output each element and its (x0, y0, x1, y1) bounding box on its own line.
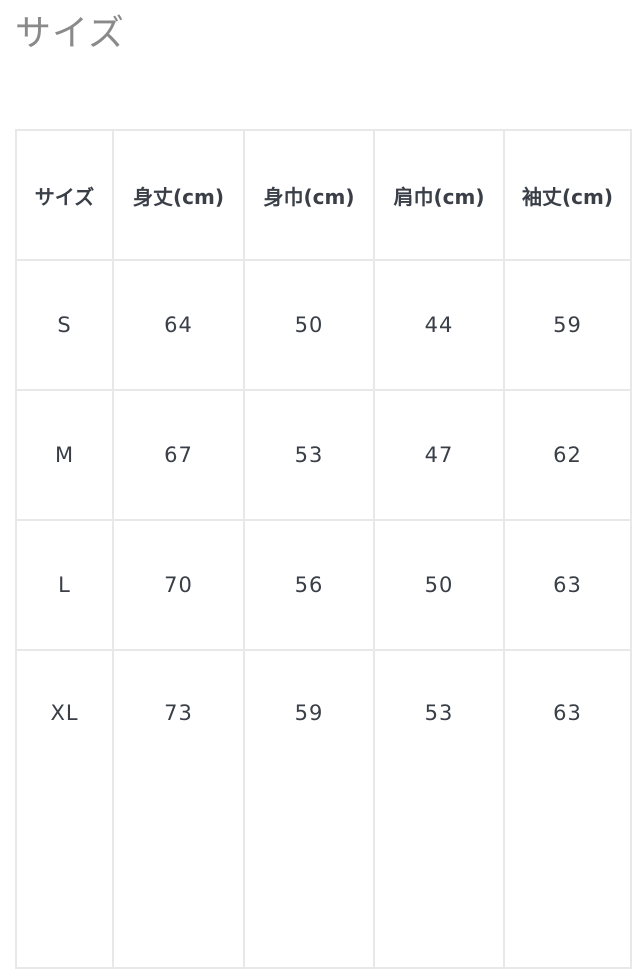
size-table: サイズ 身丈(cm) 身巾(cm) 肩巾(cm) 袖丈(cm) S 64 50 44 5… (15, 129, 632, 969)
table-row: M 67 53 47 62 (15, 389, 632, 521)
cell-sleeve: 63 (503, 519, 632, 651)
cell-width: 59 (243, 649, 375, 969)
header-length: 身丈(cm) (112, 129, 245, 261)
cell-length: 64 (112, 259, 245, 391)
header-width: 身巾(cm) (243, 129, 375, 261)
cell-length: 73 (112, 649, 245, 969)
cell-sleeve: 59 (503, 259, 632, 391)
table-row: XL 73 59 53 63 (15, 649, 632, 969)
cell-size: L (15, 519, 114, 651)
cell-shoulder: 53 (373, 649, 505, 969)
header-row: サイズ 身丈(cm) 身巾(cm) 肩巾(cm) 袖丈(cm) (15, 129, 632, 261)
header-sleeve: 袖丈(cm) (503, 129, 632, 261)
header-size: サイズ (15, 129, 114, 261)
table-row: S 64 50 44 59 (15, 259, 632, 391)
cell-length: 67 (112, 389, 245, 521)
cell-width: 50 (243, 259, 375, 391)
cell-length: 70 (112, 519, 245, 651)
section-title: サイズ (15, 13, 125, 54)
cell-shoulder: 47 (373, 389, 505, 521)
header-shoulder: 肩巾(cm) (373, 129, 505, 261)
cell-width: 56 (243, 519, 375, 651)
cell-size: M (15, 389, 114, 521)
cell-sleeve: 63 (503, 649, 632, 969)
cell-shoulder: 50 (373, 519, 505, 651)
cell-shoulder: 44 (373, 259, 505, 391)
cell-size: S (15, 259, 114, 391)
table-row: L 70 56 50 63 (15, 519, 632, 651)
cell-sleeve: 62 (503, 389, 632, 521)
cell-width: 53 (243, 389, 375, 521)
cell-size: XL (15, 649, 114, 969)
